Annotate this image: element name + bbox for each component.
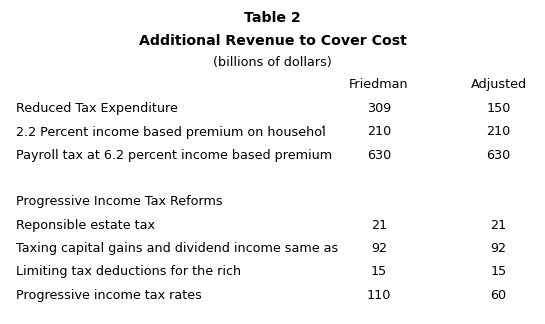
Text: 21: 21 (371, 219, 387, 232)
Text: 110: 110 (367, 289, 391, 302)
Text: Friedman: Friedman (349, 78, 409, 91)
Text: Reduced Tax Expenditure: Reduced Tax Expenditure (16, 102, 178, 115)
Text: Progressive income tax rates: Progressive income tax rates (16, 289, 202, 302)
Text: Payroll tax at 6.2 percent income based premium: Payroll tax at 6.2 percent income based … (16, 149, 332, 162)
Text: 15: 15 (490, 265, 507, 278)
Text: 15: 15 (371, 265, 387, 278)
Text: 60: 60 (490, 289, 507, 302)
Text: Progressive Income Tax Reforms: Progressive Income Tax Reforms (16, 195, 223, 208)
Text: 309: 309 (367, 102, 391, 115)
Text: 2.2 Percent income based premium on househoĺ: 2.2 Percent income based premium on hous… (16, 125, 326, 139)
Text: 210: 210 (487, 125, 511, 138)
Text: 21: 21 (490, 219, 507, 232)
Text: Limiting tax deductions for the rich: Limiting tax deductions for the rich (16, 265, 241, 278)
Text: (billions of dollars): (billions of dollars) (213, 56, 332, 69)
Text: 210: 210 (367, 125, 391, 138)
Text: 630: 630 (487, 149, 511, 162)
Text: Reponsible estate tax: Reponsible estate tax (16, 219, 155, 232)
Text: Adjusted: Adjusted (471, 78, 526, 91)
Text: 92: 92 (371, 242, 387, 255)
Text: 92: 92 (490, 242, 507, 255)
Text: 630: 630 (367, 149, 391, 162)
Text: 150: 150 (487, 102, 511, 115)
Text: Table 2: Table 2 (244, 11, 301, 25)
Text: Taxing capital gains and dividend income same as: Taxing capital gains and dividend income… (16, 242, 338, 255)
Text: Additional Revenue to Cover Cost: Additional Revenue to Cover Cost (138, 34, 407, 48)
